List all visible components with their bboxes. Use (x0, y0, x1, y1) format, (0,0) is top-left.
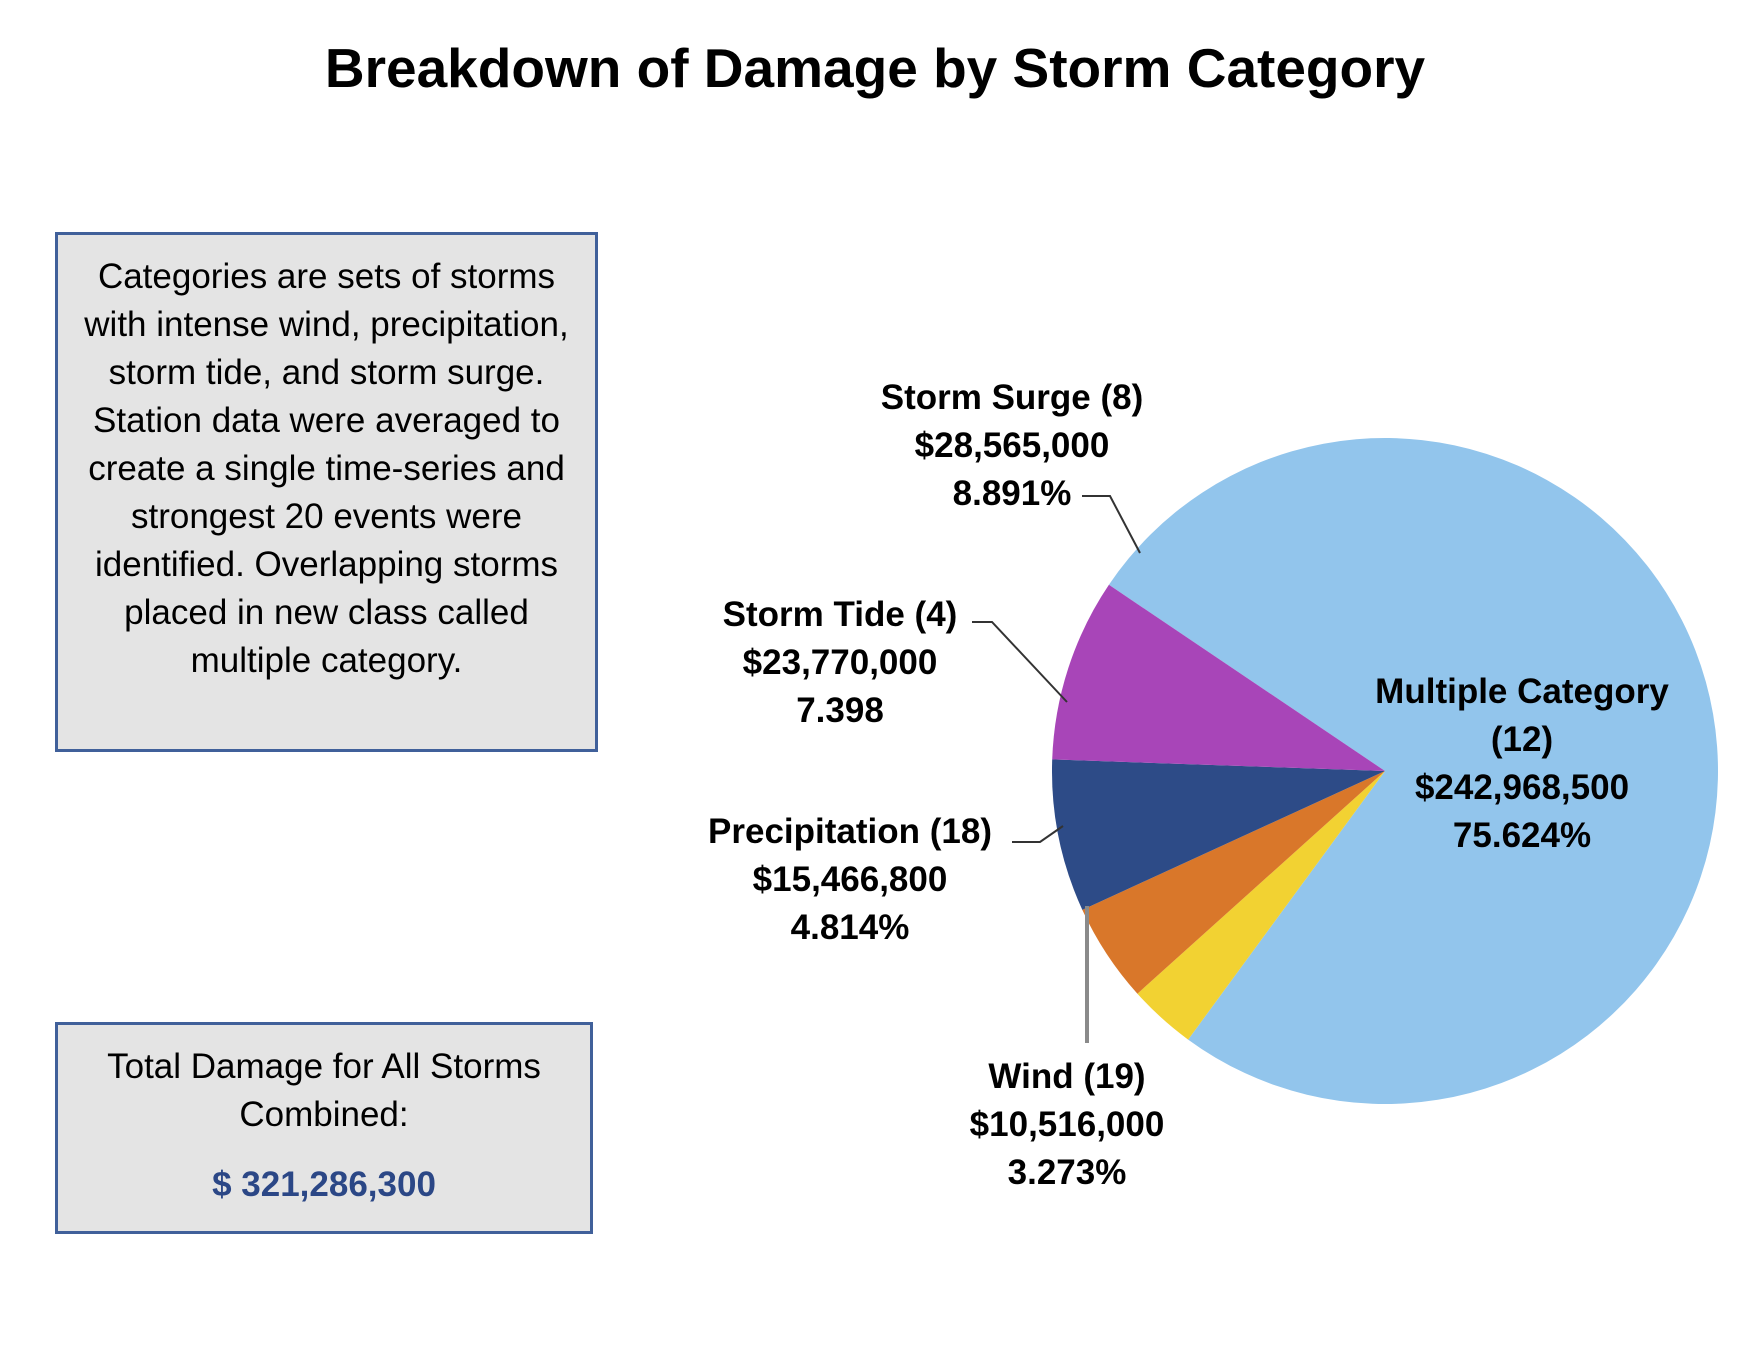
slice-value-wind: $10,516,000 (969, 1105, 1165, 1144)
pie-slice-wind (1137, 771, 1385, 1040)
pie-slice-storm-surge (1052, 584, 1385, 771)
pie-slice-precipitation (1082, 771, 1385, 994)
slice-label-multiple-category: Multiple Category (12) $242,968,500 75.624% (1375, 668, 1669, 860)
leader-line-storm-surge (1082, 495, 1141, 554)
description-text: Categories are sets of storms with inten… (84, 257, 569, 680)
slice-percent-precipitation: 4.814% (790, 908, 910, 947)
chart-title: Breakdown of Damage by Storm Category (324, 37, 1426, 99)
pie-slices (1052, 438, 1719, 1105)
slice-label-wind: Wind (19) $10,516,000 3.273% (970, 1053, 1165, 1197)
slice-label-storm-tide: Storm Tide (4) $23,770,000 7.398 (723, 591, 958, 735)
slice-percent-storm-surge: 8.891% (952, 474, 1072, 513)
slice-name-storm-tide: Storm Tide (4) (722, 595, 958, 634)
slice-percent-multiple-category: 75.624% (1452, 816, 1592, 855)
slice-value-multiple-category: $242,968,500 (1414, 768, 1630, 807)
leader-line-storm-tide (972, 621, 1068, 703)
slice-count-multiple-category: (12) (1490, 720, 1554, 759)
slice-label-storm-surge: Storm Surge (8) $28,565,000 8.891% (881, 374, 1144, 518)
slice-value-storm-tide: $23,770,000 (742, 643, 938, 682)
total-damage-box: Total Damage for All Storms Combined: $ … (55, 1022, 593, 1234)
slice-label-precipitation: Precipitation (18) $15,466,800 4.814% (708, 808, 992, 952)
slice-name-precipitation: Precipitation (18) (708, 812, 992, 851)
slice-value-storm-surge: $28,565,000 (914, 426, 1110, 465)
total-damage-value: $ 321,286,300 (212, 1165, 436, 1204)
pie-slice-multiple-category (1108, 438, 1719, 1105)
slice-value-precipitation: $15,466,800 (752, 860, 948, 899)
total-damage-label: Total Damage for All Storms Combined: (107, 1047, 541, 1134)
slice-percent-wind: 3.273% (1007, 1153, 1127, 1192)
slice-name-wind: Wind (19) (988, 1057, 1146, 1096)
slice-name-multiple-category: Multiple Category (1375, 672, 1669, 711)
slice-percent-storm-tide: 7.398 (796, 691, 884, 730)
leader-lines (972, 495, 1141, 1043)
description-box: Categories are sets of storms with inten… (55, 232, 598, 752)
slice-name-storm-surge: Storm Surge (8) (880, 378, 1144, 417)
pie-slice-storm-tide (1052, 759, 1385, 910)
leader-line-precipitation (1012, 825, 1064, 843)
